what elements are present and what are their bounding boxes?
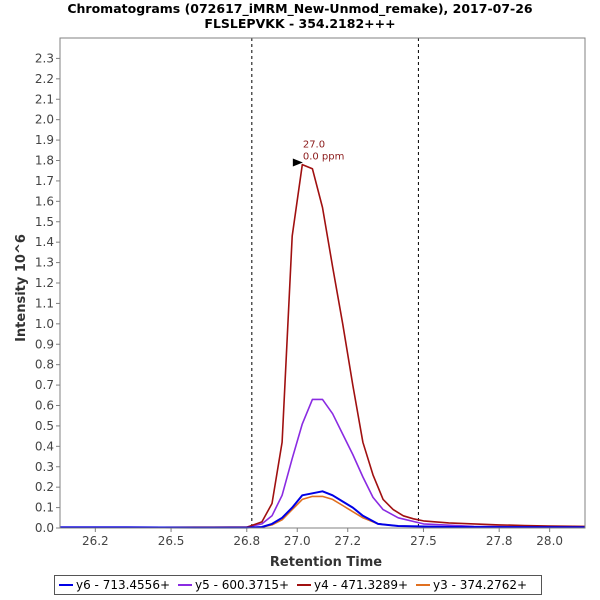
y-tick-label: 1.5 (35, 215, 54, 229)
boundary-lines (251, 38, 419, 528)
y-tick-label: 1.9 (35, 133, 54, 147)
x-tick-label: 26.5 (158, 534, 185, 548)
legend-item: y4 - 471.3289+ (297, 578, 408, 592)
y-tick-label: 0.6 (35, 399, 54, 413)
legend-label: y5 - 600.3715+ (195, 578, 290, 592)
x-tick-label: 28.0 (536, 534, 563, 548)
y-tick-label: 0.8 (35, 358, 54, 372)
y-tick-label: 1.1 (35, 296, 54, 310)
chart-title: Chromatograms (072617_iMRM_New-Unmod_rem… (67, 1, 533, 16)
legend-label: y6 - 713.4556+ (76, 578, 171, 592)
chart-subtitle: FLSLEPVKK - 354.2182+++ (204, 16, 396, 31)
y-tick-label: 0.3 (35, 460, 54, 474)
x-tick-label: 27.2 (334, 534, 361, 548)
legend-item: y6 - 713.4556+ (59, 578, 170, 592)
y-tick-label: 1.3 (35, 256, 54, 270)
y-tick-label: 0.7 (35, 378, 54, 392)
y-tick-label: 1.8 (35, 154, 54, 168)
y-tick-label: 2.1 (35, 92, 54, 106)
y-tick-label: 0.2 (35, 480, 54, 494)
y-axis-label: Intensity 10^6 (14, 234, 29, 342)
series-line-y4 (60, 163, 586, 529)
x-axis-label: Retention Time (270, 555, 382, 570)
y-tick-label: 1.2 (35, 276, 54, 290)
x-tick-label: 26.2 (82, 534, 109, 548)
peak-annotation: 27.00.0 ppm (292, 140, 345, 167)
legend-label: y3 - 374.2762+ (433, 578, 528, 592)
y-tick-label: 1.0 (35, 317, 54, 331)
legend-swatch (59, 584, 73, 586)
x-tick-label: 27.8 (486, 534, 513, 548)
y-tick-label: 1.6 (35, 194, 54, 208)
y-tick-label: 0.4 (35, 439, 54, 453)
y-tick-label: 1.7 (35, 174, 54, 188)
legend-swatch (178, 584, 193, 586)
x-tick-label: 26.8 (233, 534, 260, 548)
series-line-y3 (60, 495, 586, 529)
y-tick-label: 0.1 (35, 501, 54, 515)
peak-label-ppm: 0.0 ppm (303, 152, 345, 163)
y-tick-label: 2.0 (35, 113, 54, 127)
chart-legend: y6 - 713.4556+ y5 - 600.3715+ y4 - 471.328… (54, 575, 543, 595)
series-line-y5 (60, 398, 586, 529)
peak-label-rt: 27.0 (303, 140, 325, 151)
legend-item: y5 - 600.3715+ (178, 578, 289, 592)
peak-arrow-icon (292, 158, 303, 167)
y-tick-label: 2.2 (35, 72, 54, 86)
legend-swatch (297, 584, 312, 586)
x-tick-label: 27.0 (284, 534, 311, 548)
legend-label: y4 - 471.3289+ (314, 578, 409, 592)
y-tick-label: 2.3 (35, 51, 54, 65)
chart-title-block: Chromatograms (072617_iMRM_New-Unmod_rem… (0, 1, 600, 31)
plot-frame (59, 37, 586, 529)
series-lines (60, 163, 586, 529)
y-axis-ticks: 0.0 0.1 0.2 0.3 0.4 0.5 0.6 0.7 0.8 0.9 1.0 1.1 1.2 1… (35, 51, 60, 535)
x-axis-ticks: 26.2 26.5 26.8 27.0 27.2 27.5 27.8 28.0 (82, 528, 563, 548)
y-tick-label: 0.9 (35, 337, 54, 351)
y-tick-label: 0.0 (35, 521, 54, 535)
legend-swatch (416, 584, 431, 586)
x-tick-label: 27.5 (410, 534, 437, 548)
y-tick-label: 0.5 (35, 419, 54, 433)
y-tick-label: 1.4 (35, 235, 54, 249)
legend-item: y3 - 374.2762+ (416, 578, 527, 592)
